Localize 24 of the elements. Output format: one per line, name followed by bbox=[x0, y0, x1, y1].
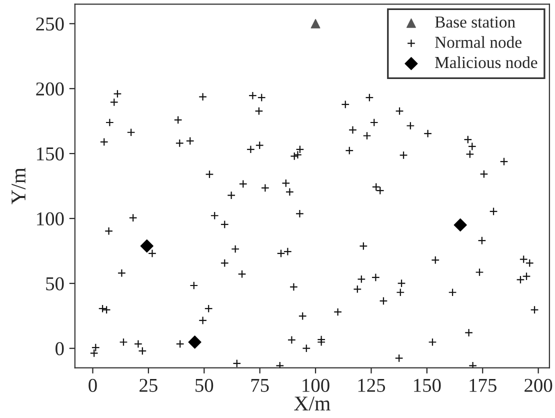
legend-label: Base station bbox=[435, 16, 516, 28]
x-tick-label: 0 bbox=[88, 378, 97, 392]
x-tick-label: 50 bbox=[196, 378, 214, 392]
x-tick-label: 125 bbox=[358, 378, 386, 392]
point bbox=[310, 18, 320, 28]
y-tick-label: 150 bbox=[37, 147, 64, 160]
y-tick-label: 200 bbox=[36, 82, 64, 96]
y-tick-label: 0 bbox=[56, 342, 64, 356]
point bbox=[140, 239, 154, 253]
y-tick-label: 50 bbox=[46, 277, 64, 290]
point bbox=[188, 336, 202, 349]
x-axis-title: X/m bbox=[294, 396, 330, 411]
x-tick-label: 25 bbox=[140, 378, 158, 392]
legend-label: Normal node bbox=[435, 36, 522, 48]
x-tick-label: 100 bbox=[302, 378, 330, 392]
x-tick-label: 200 bbox=[524, 378, 552, 392]
point bbox=[454, 218, 467, 232]
legend-label: Malicious node bbox=[435, 56, 538, 68]
x-tick-label: 175 bbox=[470, 378, 496, 392]
y-tick-label: 250 bbox=[36, 17, 64, 31]
y-axis-title: Y/m bbox=[12, 168, 26, 204]
y-tick-label: 100 bbox=[37, 212, 64, 226]
x-tick-label: 75 bbox=[251, 379, 269, 392]
x-tick-label: 150 bbox=[414, 378, 441, 392]
